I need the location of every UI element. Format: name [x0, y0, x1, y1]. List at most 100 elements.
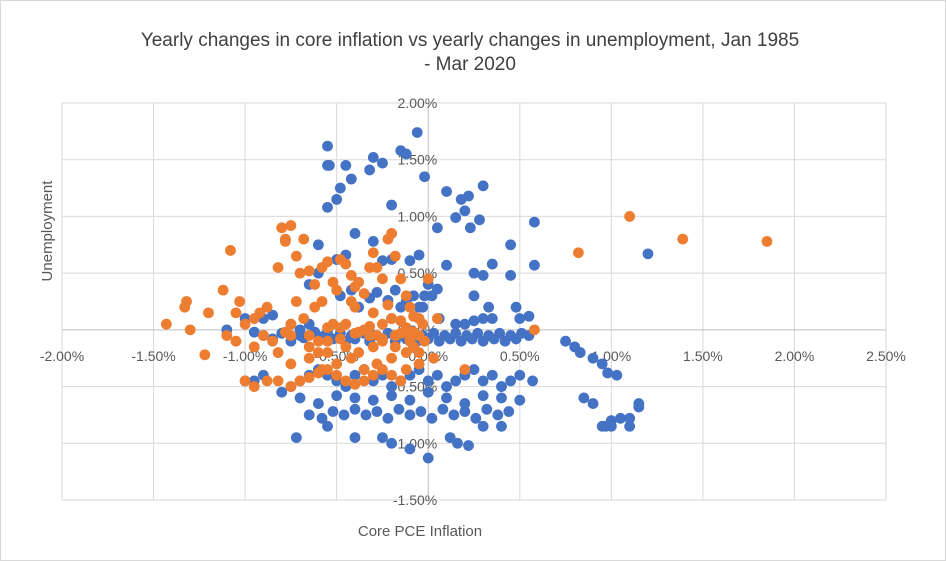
- data-point: [364, 321, 376, 332]
- data-point: [761, 235, 773, 247]
- data-point: [441, 381, 452, 392]
- data-point: [677, 233, 689, 245]
- data-point: [474, 214, 485, 226]
- data-point: [477, 180, 489, 192]
- data-point: [377, 432, 388, 444]
- y-tick-label: -1.50%: [393, 492, 437, 508]
- data-point: [230, 307, 242, 319]
- data-point: [290, 250, 302, 262]
- data-point: [417, 301, 429, 313]
- data-point: [514, 313, 526, 324]
- data-point: [248, 326, 260, 338]
- data-point: [419, 171, 430, 183]
- data-point: [285, 318, 297, 330]
- data-point: [395, 301, 407, 313]
- data-point: [298, 233, 310, 245]
- data-point: [459, 364, 471, 375]
- data-point: [382, 299, 394, 311]
- data-point: [529, 324, 540, 336]
- data-point: [578, 392, 590, 404]
- data-point: [386, 199, 397, 211]
- data-point: [422, 452, 434, 464]
- data-point: [459, 318, 471, 330]
- data-point: [327, 406, 339, 417]
- data-point: [331, 369, 343, 381]
- data-point: [483, 301, 495, 313]
- x-tick-label: -1.50%: [131, 348, 175, 364]
- data-point: [221, 330, 233, 341]
- data-point: [184, 324, 196, 336]
- data-point: [486, 258, 498, 270]
- data-point: [386, 381, 397, 392]
- data-point: [413, 347, 425, 358]
- data-point: [261, 375, 273, 387]
- data-point: [400, 364, 412, 375]
- data-point: [367, 394, 379, 406]
- x-tick-label: 2.50%: [866, 348, 906, 364]
- data-point: [527, 375, 538, 387]
- data-point: [404, 443, 416, 455]
- data-point: [331, 284, 343, 296]
- data-point: [468, 267, 480, 279]
- data-point: [322, 201, 333, 213]
- data-point: [160, 318, 172, 330]
- data-point: [345, 352, 357, 364]
- data-point: [303, 330, 315, 341]
- data-point: [411, 127, 423, 138]
- data-point: [413, 249, 425, 261]
- chart-title-line2: - Mar 2020: [424, 54, 516, 75]
- data-point: [481, 403, 493, 415]
- data-point: [358, 364, 370, 375]
- data-point: [514, 394, 526, 406]
- data-point: [358, 375, 370, 387]
- data-point: [431, 369, 443, 381]
- data-point: [349, 432, 361, 444]
- data-point: [605, 420, 617, 432]
- data-point: [349, 392, 361, 404]
- data-point: [377, 157, 388, 169]
- data-point: [230, 335, 242, 347]
- data-point: [331, 358, 343, 370]
- data-point: [404, 330, 416, 341]
- data-point: [345, 270, 357, 281]
- data-point: [334, 182, 346, 194]
- y-tick-label: 1.00%: [398, 208, 438, 224]
- data-point: [371, 287, 383, 298]
- data-point: [505, 239, 517, 251]
- x-tick-label: 1.50%: [683, 348, 723, 364]
- data-point: [400, 347, 412, 358]
- data-point: [486, 369, 498, 381]
- data-point: [393, 403, 405, 415]
- data-point: [477, 390, 489, 402]
- data-point: [331, 390, 343, 402]
- data-point: [624, 412, 636, 424]
- data-point: [322, 159, 333, 171]
- data-point: [468, 315, 480, 327]
- data-point: [505, 375, 517, 387]
- data-point: [358, 288, 370, 299]
- data-point: [624, 211, 636, 222]
- data-point: [349, 301, 361, 313]
- data-point: [602, 367, 614, 379]
- data-point: [400, 148, 412, 160]
- data-point: [248, 381, 260, 392]
- x-tick-label: -2.00%: [40, 348, 84, 364]
- data-point: [267, 309, 278, 321]
- data-point: [386, 313, 397, 324]
- data-point: [386, 369, 397, 381]
- data-point: [364, 164, 376, 176]
- data-point: [367, 369, 379, 381]
- data-point: [455, 194, 467, 205]
- y-tick-label: 2.00%: [398, 95, 438, 111]
- data-point: [261, 301, 273, 313]
- data-point: [309, 279, 321, 290]
- data-point: [353, 276, 365, 288]
- data-point: [395, 273, 407, 285]
- data-point: [386, 437, 397, 449]
- data-point: [290, 432, 302, 444]
- data-point: [234, 296, 246, 307]
- data-point: [316, 296, 328, 307]
- data-point: [294, 375, 306, 387]
- data-point: [419, 335, 430, 347]
